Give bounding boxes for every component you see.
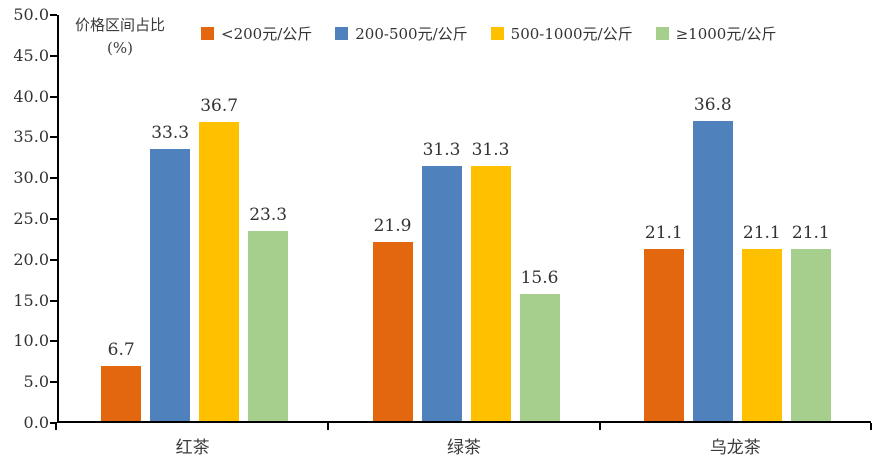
legend-item: <200元/公斤: [201, 23, 312, 44]
x-axis-tick: [327, 423, 330, 430]
legend-swatch-icon: [655, 27, 669, 40]
y-axis-title-unit: (%): [107, 39, 133, 58]
y-axis-tick-label: 25.0: [13, 209, 49, 228]
plot-area: 6.7 33.3 36.7 23.3 21.9 31.3 31.3 15.6 21.1 36.8 2…: [57, 15, 871, 423]
bar-绿茶-s2: [470, 165, 511, 421]
x-axis-category-label: 绿茶: [446, 438, 481, 458]
value-label: 33.3: [151, 123, 190, 144]
legend-label: ≥1000元/公斤: [675, 25, 777, 43]
legend-swatch-icon: [201, 27, 214, 40]
value-label: 36.7: [200, 95, 239, 116]
y-axis-tick: [50, 422, 57, 424]
value-label: 21.1: [791, 222, 830, 243]
y-axis-tick: [50, 177, 57, 180]
x-axis-tick: [55, 423, 57, 430]
y-axis-tick-label: 10.0: [13, 331, 49, 351]
legend-item: 200-500元/公斤: [335, 23, 468, 44]
y-axis-tick-label: 5.0: [23, 372, 49, 392]
x-axis-category-label: 红茶: [175, 438, 210, 458]
value-label: 21.9: [373, 216, 412, 237]
y-axis-tick-label: 0.0: [23, 413, 49, 432]
bar-红茶-s1: [150, 149, 191, 421]
value-label: 31.3: [471, 139, 510, 160]
bar-红茶-s0: [101, 366, 142, 421]
legend-item: ≥1000元/公斤: [655, 23, 777, 44]
y-axis-tick: [50, 299, 57, 302]
x-axis-tick: [870, 423, 872, 430]
y-axis-tick: [50, 95, 57, 98]
bar-红茶-s3: [248, 230, 289, 421]
bar-绿茶-s0: [372, 242, 413, 421]
bar-乌龙茶-s1: [692, 120, 733, 421]
y-axis-tick: [50, 54, 57, 57]
y-axis-tick: [50, 258, 57, 261]
value-label: 36.8: [693, 94, 732, 115]
legend-label: 200-500元/公斤: [355, 25, 468, 43]
bar-红茶-s2: [199, 121, 240, 421]
x-axis-category-label: 乌龙茶: [709, 438, 761, 458]
y-axis-tick-label: 40.0: [13, 86, 49, 106]
y-axis-title: 价格区间占比 (%): [60, 14, 180, 61]
bar-乌龙茶-s2: [741, 248, 782, 421]
value-label: 31.3: [422, 139, 461, 160]
bar-乌龙茶-s3: [790, 248, 831, 421]
value-label: 6.7: [107, 340, 135, 361]
bar-乌龙茶-s0: [643, 248, 684, 421]
value-label: 15.6: [520, 267, 559, 288]
legend: <200元/公斤 200-500元/公斤 500-1000元/公斤 ≥1000元/公斤: [201, 23, 776, 44]
y-axis-tick-label: 20.0: [13, 249, 49, 269]
y-axis-tick: [50, 218, 57, 220]
y-axis-tick-label: 35.0: [13, 127, 49, 147]
y-axis-tick-label: 30.0: [13, 168, 49, 188]
y-axis-tick: [50, 136, 57, 139]
legend-item: 500-1000元/公斤: [490, 23, 633, 44]
legend-swatch-icon: [335, 27, 349, 40]
y-axis-tick: [50, 340, 57, 343]
y-axis-tick-label: 45.0: [13, 45, 49, 65]
y-axis-tick: [50, 381, 57, 384]
legend-label: <200元/公斤: [221, 25, 313, 43]
bar-绿茶-s3: [519, 293, 560, 421]
y-axis-tick-label: 15.0: [13, 290, 49, 310]
value-label: 21.1: [742, 222, 781, 243]
legend-swatch-icon: [490, 27, 504, 40]
value-label: 23.3: [249, 204, 288, 225]
bar-绿茶-s1: [421, 165, 462, 421]
y-axis-tick-label: 50.0: [13, 5, 49, 24]
y-axis-tick: [50, 14, 57, 16]
x-axis-tick: [598, 423, 601, 430]
y-axis-title-text: 价格区间占比: [74, 16, 165, 34]
legend-label: 500-1000元/公斤: [510, 25, 633, 43]
value-label: 21.1: [644, 222, 683, 243]
